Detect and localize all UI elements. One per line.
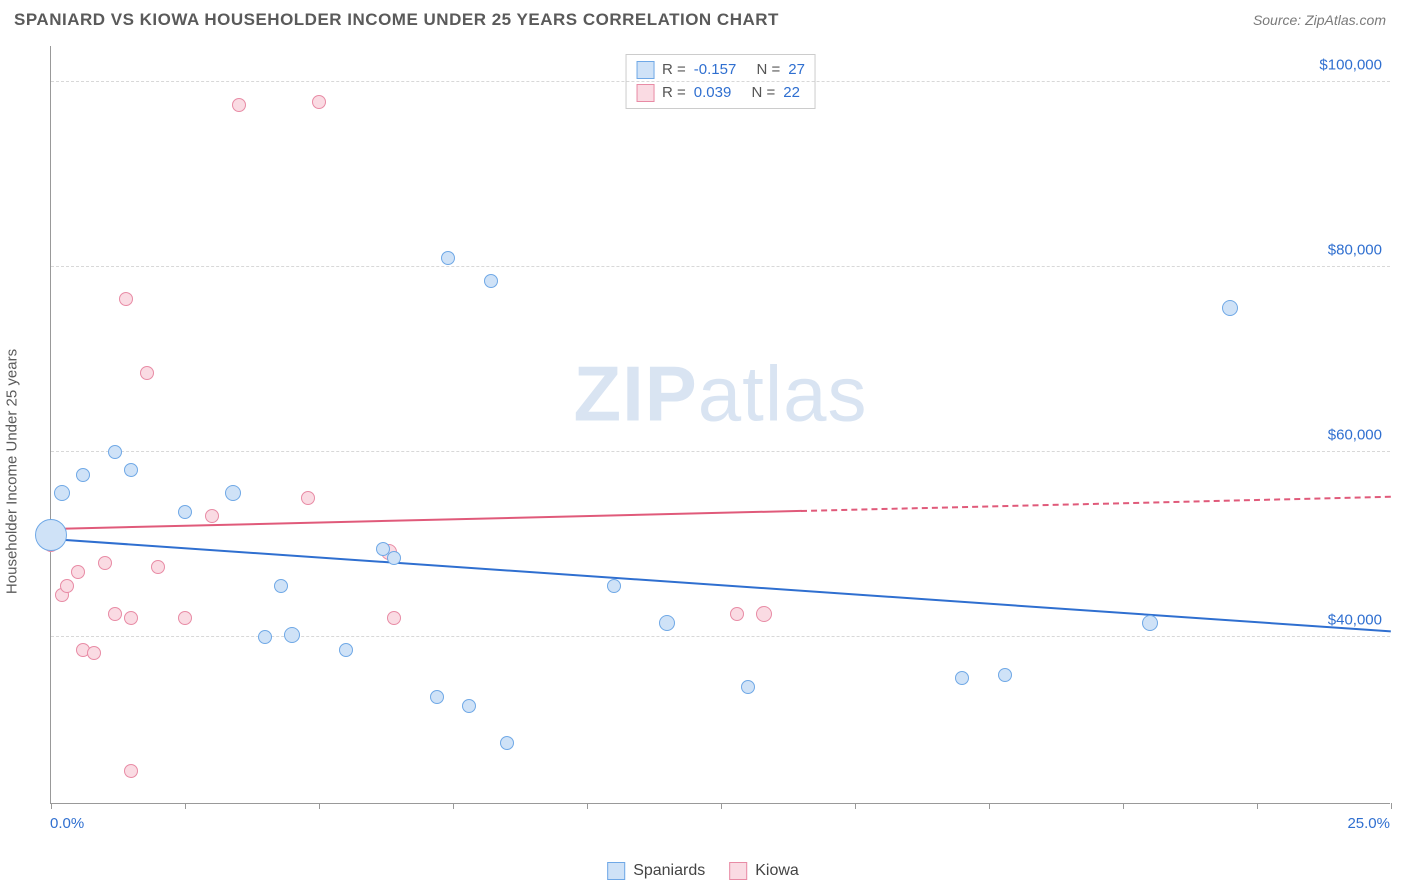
x-tick: [319, 803, 320, 809]
kiowa-point: [71, 565, 85, 579]
x-tick: [453, 803, 454, 809]
x-tick: [855, 803, 856, 809]
y-axis-label: Householder Income Under 25 years: [4, 349, 21, 594]
kiowa-point: [140, 366, 154, 380]
spaniards-point: [339, 643, 353, 657]
spaniards-point: [430, 690, 444, 704]
kiowa-point: [124, 611, 138, 625]
chart-header: SPANIARD VS KIOWA HOUSEHOLDER INCOME UND…: [0, 0, 1406, 38]
kiowa-point: [205, 509, 219, 523]
kiowa-point: [60, 579, 74, 593]
spaniards-point: [76, 468, 90, 482]
spaniards-point: [35, 519, 67, 551]
spaniards-point: [500, 736, 514, 750]
kiowa-point: [87, 646, 101, 660]
spaniards-point: [225, 485, 241, 501]
x-tick-label-max: 25.0%: [1347, 815, 1390, 832]
spaniards-point: [955, 671, 969, 685]
kiowa-point: [124, 764, 138, 778]
spaniards-point: [484, 274, 498, 288]
trendline-dashed: [801, 496, 1391, 512]
x-tick: [185, 803, 186, 809]
x-tick: [1391, 803, 1392, 809]
swatch-spaniards-bottom: [607, 862, 625, 880]
x-tick: [989, 803, 990, 809]
x-tick: [1123, 803, 1124, 809]
spaniards-point: [659, 615, 675, 631]
chart-container: Householder Income Under 25 years ZIPatl…: [0, 38, 1406, 888]
legend-item-spaniards: Spaniards: [607, 862, 705, 880]
spaniards-point: [441, 251, 455, 265]
swatch-kiowa-bottom: [729, 862, 747, 880]
chart-title: SPANIARD VS KIOWA HOUSEHOLDER INCOME UND…: [14, 10, 779, 30]
spaniards-point: [274, 579, 288, 593]
spaniards-point: [607, 579, 621, 593]
y-tick-label: $100,000: [1319, 56, 1382, 73]
spaniards-point: [54, 485, 70, 501]
plot-area: ZIPatlas R = -0.157 N = 27 R = 0.039 N =…: [50, 46, 1390, 804]
kiowa-point: [387, 611, 401, 625]
spaniards-point: [998, 668, 1012, 682]
y-tick-label: $40,000: [1328, 611, 1382, 628]
spaniards-point: [387, 551, 401, 565]
spaniards-point: [258, 630, 272, 644]
series-legend: Spaniards Kiowa: [607, 862, 799, 880]
spaniards-point: [284, 627, 300, 643]
kiowa-point: [108, 607, 122, 621]
x-tick: [721, 803, 722, 809]
kiowa-point: [312, 95, 326, 109]
gridline: [51, 636, 1390, 637]
kiowa-point: [178, 611, 192, 625]
spaniards-point: [1142, 615, 1158, 631]
legend-item-kiowa: Kiowa: [729, 862, 799, 880]
kiowa-point: [301, 491, 315, 505]
legend-row-kiowa: R = 0.039 N = 22: [636, 82, 805, 105]
spaniards-point: [108, 445, 122, 459]
spaniards-point: [462, 699, 476, 713]
source-label: Source: ZipAtlas.com: [1253, 12, 1386, 28]
swatch-kiowa: [636, 84, 654, 102]
gridline: [51, 451, 1390, 452]
x-tick: [51, 803, 52, 809]
swatch-spaniards: [636, 61, 654, 79]
x-tick: [1257, 803, 1258, 809]
spaniards-point: [1222, 300, 1238, 316]
kiowa-point: [232, 98, 246, 112]
kiowa-point: [756, 606, 772, 622]
x-tick-label-min: 0.0%: [50, 815, 84, 832]
kiowa-point: [730, 607, 744, 621]
legend-row-spaniards: R = -0.157 N = 27: [636, 59, 805, 82]
kiowa-point: [98, 556, 112, 570]
watermark: ZIPatlas: [573, 349, 867, 440]
gridline: [51, 81, 1390, 82]
trendline: [51, 538, 1391, 632]
trendline: [51, 510, 801, 530]
gridline: [51, 266, 1390, 267]
spaniards-point: [178, 505, 192, 519]
kiowa-point: [119, 292, 133, 306]
kiowa-point: [151, 560, 165, 574]
spaniards-point: [124, 463, 138, 477]
y-tick-label: $80,000: [1328, 241, 1382, 258]
y-tick-label: $60,000: [1328, 426, 1382, 443]
x-tick: [587, 803, 588, 809]
spaniards-point: [741, 680, 755, 694]
